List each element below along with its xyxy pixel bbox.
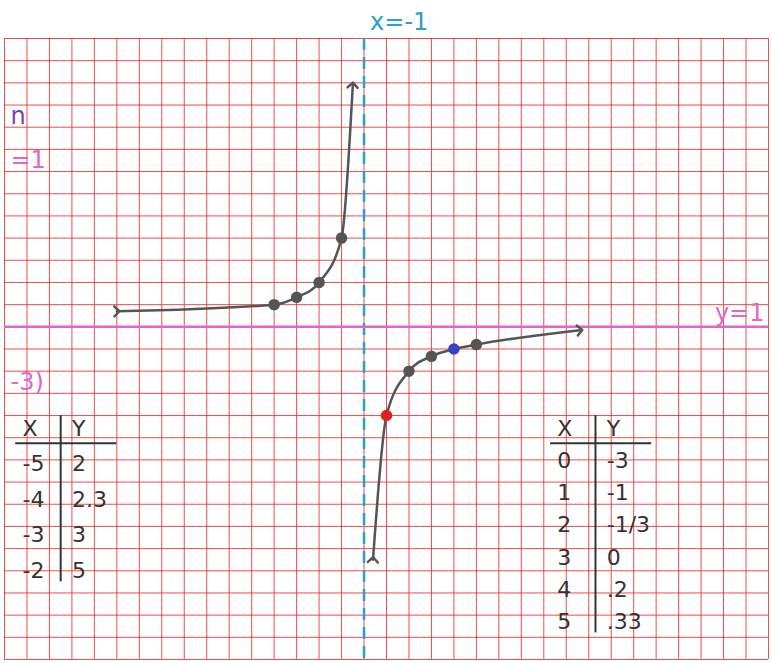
svg-text:2.3: 2.3 (72, 487, 107, 512)
svg-text:-3: -3 (607, 448, 629, 473)
svg-text:.2: .2 (607, 577, 628, 602)
svg-text:-1: -1 (607, 480, 629, 505)
svg-text:-1/3: -1/3 (607, 512, 650, 537)
svg-text:2: 2 (557, 512, 571, 537)
svg-text:0: 0 (557, 448, 571, 473)
svg-text:-2: -2 (22, 558, 44, 583)
svg-text:3: 3 (557, 545, 571, 570)
svg-text:1: 1 (557, 480, 571, 505)
svg-text:y=1: y=1 (715, 299, 765, 327)
svg-text:X: X (557, 416, 572, 441)
svg-text:-5: -5 (22, 451, 44, 476)
svg-text:x=-1: x=-1 (370, 8, 428, 36)
svg-text:.33: .33 (607, 609, 642, 634)
svg-text:X: X (22, 416, 37, 441)
svg-text:=1: =1 (11, 146, 46, 174)
svg-text:-3: -3 (22, 522, 44, 547)
svg-text:Y: Y (71, 416, 86, 441)
svg-text:Y: Y (606, 416, 621, 441)
svg-text:3: 3 (72, 522, 86, 547)
svg-text:-3): -3) (11, 368, 44, 396)
svg-text:5: 5 (72, 558, 86, 583)
svg-text:-4: -4 (22, 487, 44, 512)
svg-text:5: 5 (557, 609, 571, 634)
svg-text:0: 0 (607, 545, 621, 570)
svg-text:4: 4 (557, 577, 571, 602)
svg-text:2: 2 (72, 451, 86, 476)
svg-text:n: n (11, 102, 26, 130)
